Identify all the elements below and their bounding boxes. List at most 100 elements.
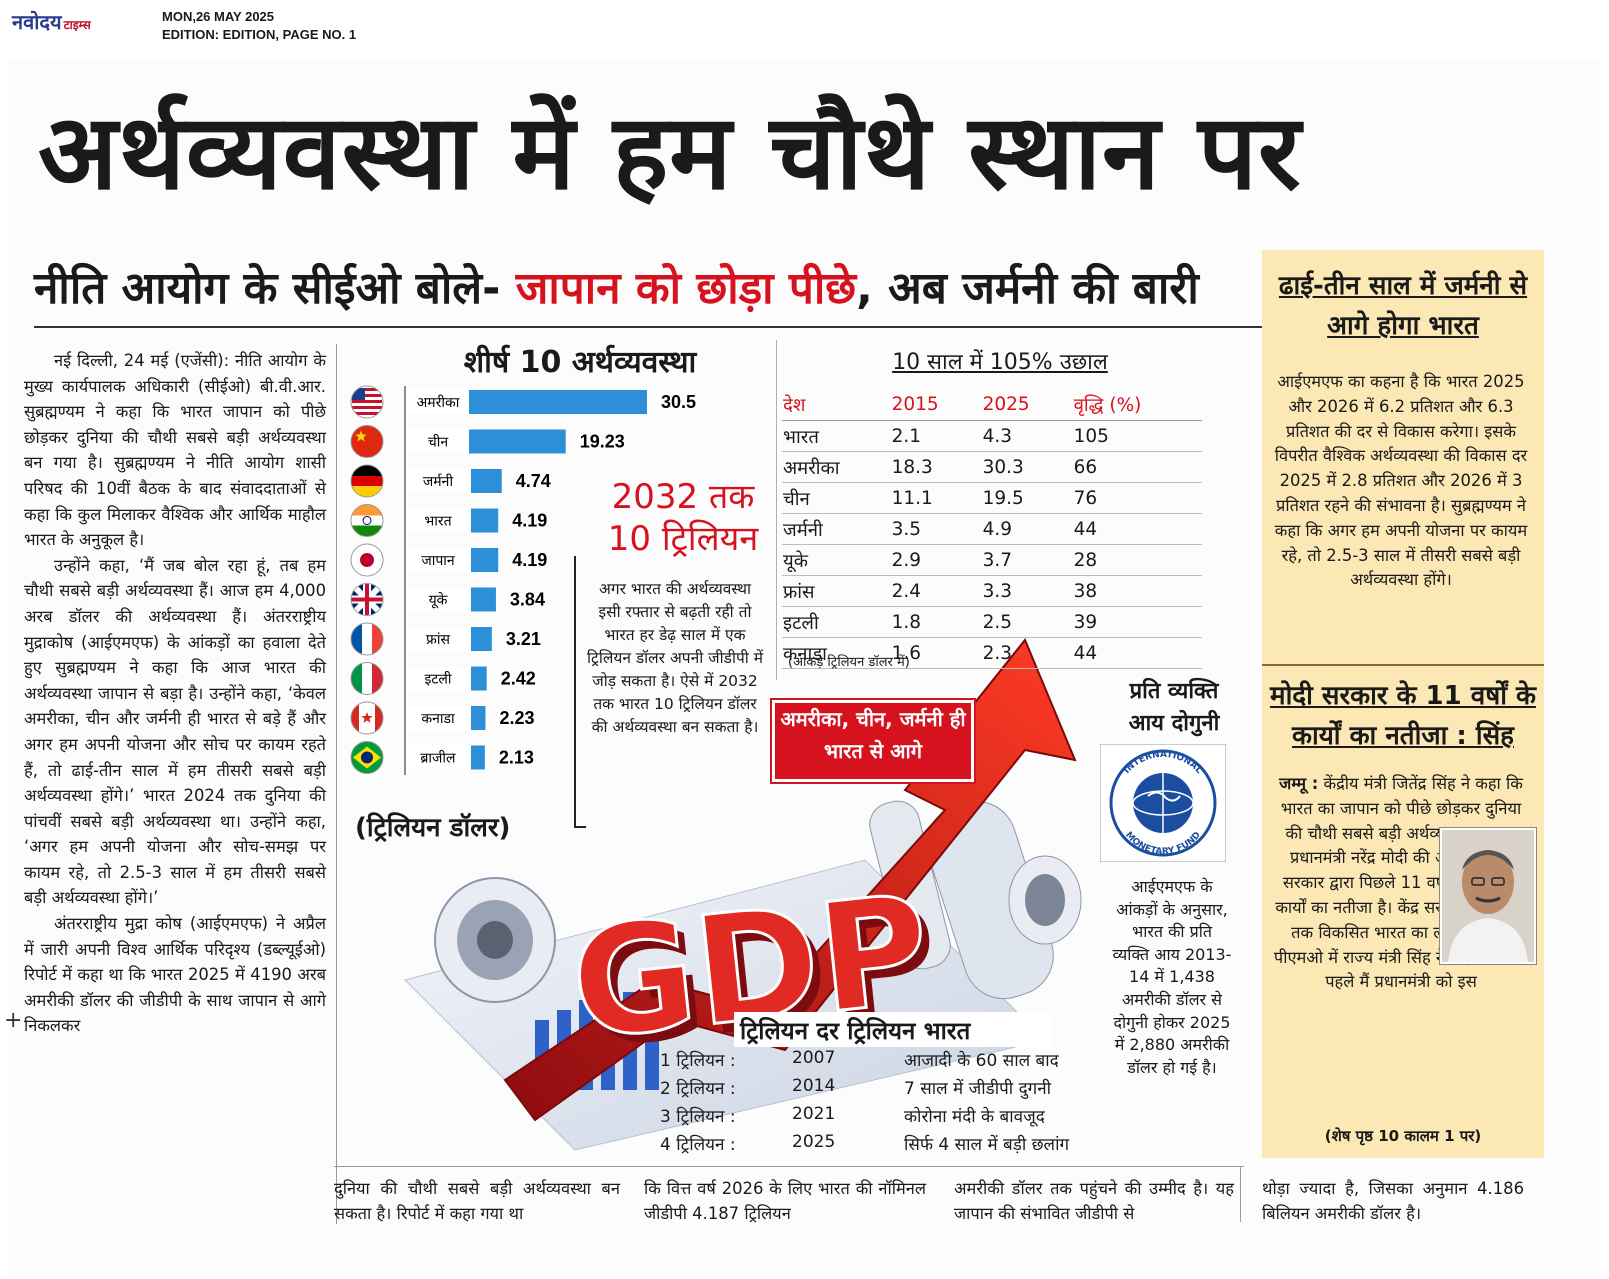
category-label: जापान xyxy=(421,553,455,569)
table-row: चीन 11.1 19.5 76 xyxy=(782,482,1202,514)
timeline-note: 7 साल में जीडीपी दुगनी xyxy=(904,1079,1052,1099)
table-row: जर्मनी 3.5 4.9 44 xyxy=(782,513,1202,545)
table-cell: भारत xyxy=(782,420,891,452)
timeline-milestone: 3 ट्रिलियन : xyxy=(660,1107,736,1127)
table-header-cell: 2015 xyxy=(890,388,982,421)
table-cell: 3.5 xyxy=(890,513,982,545)
uk-flag-icon xyxy=(351,583,383,616)
table-cell: 105 xyxy=(1072,420,1202,452)
value-label: 2.42 xyxy=(501,669,536,689)
japan-flag-icon xyxy=(351,544,383,576)
top-bar xyxy=(0,0,1609,52)
flag-ring xyxy=(350,741,384,774)
article-paragraph: अंतरराष्ट्रीय मुद्रा कोष (आईएमएफ) ने अप्… xyxy=(24,914,326,1036)
table-cell: चीन xyxy=(782,482,891,514)
edition-info: MON,26 MAY 2025 EDITION: EDITION, PAGE N… xyxy=(162,8,356,44)
edition-label: EDITION: EDITION, PAGE NO. 1 xyxy=(162,27,357,42)
page-headline: अर्थव्यवस्था में हम चौथे स्थान पर xyxy=(38,91,1302,213)
timeline-row: 4 ट्रिलियन : 2025 सिर्फ 4 साल में बड़ी छ… xyxy=(660,1132,1100,1160)
chart-bar xyxy=(471,469,502,493)
continued-text: थोड़ा ज्यादा है, जिसका अनुमान 4.186 बिलि… xyxy=(1262,1179,1524,1223)
ahead-countries-banner: अमरीका, चीन, जर्मनी ही भारत से आगे xyxy=(772,700,974,782)
table-cell: 2.9 xyxy=(890,544,982,576)
flag-ring xyxy=(350,385,384,419)
bottom-divider xyxy=(334,1166,1244,1167)
timeline-note: कोरोना मंदी के बावजूद xyxy=(904,1107,1045,1127)
table-row: कनाडा 1.6 2.3 44 xyxy=(782,637,1202,669)
newspaper-logo: नवोदय टाइम्स xyxy=(12,8,91,35)
story2-dateline: जम्मू : xyxy=(1279,774,1319,793)
minister-photo xyxy=(1440,828,1536,964)
publish-date: MON,26 MAY 2025 xyxy=(162,9,275,24)
value-label: 2.23 xyxy=(499,708,534,728)
subhead-part1: नीति आयोग के सीईओ बोले- xyxy=(34,263,516,314)
chart-bar xyxy=(471,587,496,612)
france-flag-icon xyxy=(351,623,383,655)
table-row: इटली 1.8 2.5 39 xyxy=(782,606,1202,638)
chart-bar xyxy=(471,627,492,651)
flag-ring xyxy=(350,662,384,695)
table-cell: 44 xyxy=(1072,637,1202,669)
table-divider xyxy=(776,340,777,680)
main-article-column: नई दिल्ली, 24 मई (एजेंसी): नीति आयोग के … xyxy=(24,348,326,1039)
category-label: अमरीका xyxy=(417,394,460,411)
flag-ring xyxy=(350,425,384,458)
value-label: 3.21 xyxy=(506,629,541,649)
column-divider xyxy=(1240,1166,1241,1222)
category-label: कनाडा xyxy=(421,711,455,727)
table-cell: 2.3 xyxy=(981,637,1073,669)
timeline-row: 2 ट्रिलियन : 2014 7 साल में जीडीपी दुगनी xyxy=(660,1076,1100,1104)
germany-flag-icon xyxy=(351,465,383,497)
table-cell: 2.1 xyxy=(890,420,982,452)
category-label-bg xyxy=(407,666,469,691)
timeline-milestone: 1 ट्रिलियन : xyxy=(660,1051,736,1071)
italy-flag-icon xyxy=(351,662,383,695)
category-label-bg xyxy=(407,390,469,414)
callout-title: 2032 तक 10 ट्रिलियन xyxy=(607,477,759,559)
table-header-cell: देश xyxy=(782,388,891,421)
table-cell: 2.5 xyxy=(981,606,1073,638)
category-label: फ्रांस xyxy=(426,632,450,648)
growth-table-body: भारत 2.1 4.3 105 अमरीका 18.3 30.3 66 चीन 11.1 19.5… xyxy=(782,420,1202,669)
continued-text: दुनिया की चौथी सबसे बड़ी अर्थव्यवस्था बन… xyxy=(334,1179,620,1223)
table-cell: 4.3 xyxy=(981,420,1073,452)
continued-text: कि वित्त वर्ष 2026 के लिए भारत की नॉमिनल… xyxy=(644,1179,926,1223)
paper-roll-left xyxy=(434,877,556,1003)
table-cell: 2.4 xyxy=(890,575,982,607)
table-row: यूके 2.9 3.7 28 xyxy=(782,544,1202,576)
value-label: 30.5 xyxy=(661,392,696,412)
column-divider xyxy=(336,344,337,1224)
table-cell: 38 xyxy=(1072,575,1202,607)
table-cell: 19.5 xyxy=(981,482,1073,514)
timeline-row: 3 ट्रिलियन : 2021 कोरोना मंदी के बावजूद xyxy=(660,1104,1100,1132)
timeline-title: ट्रिलियन दर ट्रिलियन भारत xyxy=(734,1012,1052,1047)
chart-title: शीर्ष 10 अर्थव्यवस्था xyxy=(463,345,697,380)
chart-unit-label: (ट्रिलियन डॉलर) xyxy=(355,813,511,843)
table-cell: 4.9 xyxy=(981,513,1073,545)
table-cell: 11.1 xyxy=(890,482,982,514)
logo-text: नवोदय xyxy=(12,10,62,34)
sidebar-story1-headline: ढाई-तीन साल में जर्मनी से आगे होगा भारत xyxy=(1266,266,1540,346)
growth-table-note: (आंकड़े ट्रिलियन डॉलर में) xyxy=(788,655,910,670)
per-capita-title: प्रति व्यक्ति आय दोगुनी xyxy=(1128,679,1220,736)
category-label: यूके xyxy=(429,592,448,609)
table-header-cell: 2025 xyxy=(981,388,1073,421)
category-label-bg xyxy=(407,429,469,454)
sidebar-divider xyxy=(1262,664,1544,666)
top10-bar-chart: अमरीका 30.5 चीन 19.23 जर्मनी 4.74 भारत 4.19 जापा… xyxy=(350,385,696,775)
timeline-note: आजादी के 60 साल बाद xyxy=(904,1051,1059,1071)
article-paragraph: उन्होंने कहा, ‘मैं जब बोल रहा हूं, तब हम… xyxy=(24,555,326,908)
category-label: भारत xyxy=(424,514,452,530)
value-label: 4.74 xyxy=(516,471,551,491)
table-cell: 66 xyxy=(1072,451,1202,483)
category-label-bg xyxy=(407,508,469,533)
category-label-bg xyxy=(407,587,469,612)
flag-ring xyxy=(350,701,384,735)
chart-bar xyxy=(471,508,499,533)
sub-headline: नीति आयोग के सीईओ बोले- जापान को छोड़ा प… xyxy=(34,258,1274,320)
table-cell: 39 xyxy=(1072,606,1202,638)
table-cell: यूके xyxy=(782,544,891,576)
value-label: 4.19 xyxy=(512,550,547,570)
table-cell: 30.3 xyxy=(981,451,1073,483)
brazil-flag-icon xyxy=(351,741,383,774)
